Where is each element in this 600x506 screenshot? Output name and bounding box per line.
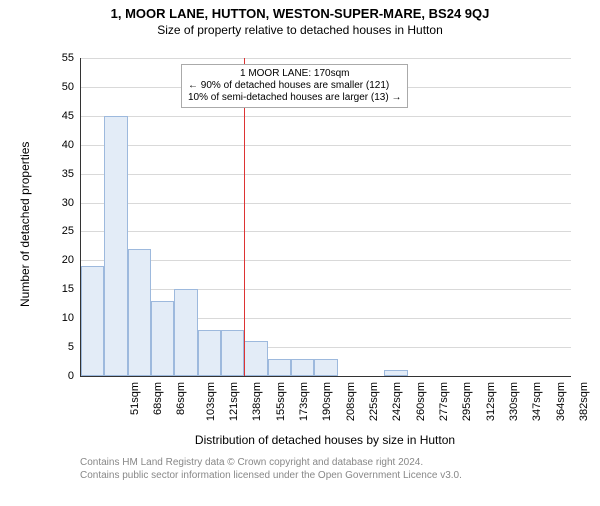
y-tick-label: 5 <box>44 341 74 353</box>
chart-title: 1, MOOR LANE, HUTTON, WESTON-SUPER-MARE,… <box>0 6 600 21</box>
x-tick-label: 364sqm <box>555 382 567 421</box>
histogram-bar <box>198 330 221 376</box>
histogram-bar <box>221 330 244 376</box>
gridline <box>81 174 571 175</box>
x-tick-label: 155sqm <box>275 382 287 421</box>
x-tick-label: 277sqm <box>438 382 450 421</box>
x-tick-label: 190sqm <box>321 382 333 421</box>
y-axis-label: Number of detached properties <box>18 142 32 307</box>
y-tick-label: 45 <box>44 110 74 122</box>
y-tick-label: 0 <box>44 370 74 382</box>
y-tick-label: 50 <box>44 81 74 93</box>
histogram-bar <box>104 116 127 376</box>
gridline <box>81 145 571 146</box>
histogram-bar <box>384 370 407 376</box>
histogram-bar <box>268 359 291 376</box>
histogram-bar <box>314 359 337 376</box>
chart-container: { "title_main": "1, MOOR LANE, HUTTON, W… <box>0 6 600 506</box>
histogram-bar <box>174 289 197 376</box>
y-tick-label: 40 <box>44 139 74 151</box>
histogram-bar <box>244 341 267 376</box>
x-tick-label: 225sqm <box>368 382 380 421</box>
y-tick-label: 10 <box>44 312 74 324</box>
x-tick-label: 68sqm <box>152 382 164 415</box>
plot-area: 1 MOOR LANE: 170sqm← 90% of detached hou… <box>80 58 571 377</box>
x-tick-label: 121sqm <box>228 382 240 421</box>
x-tick-label: 208sqm <box>345 382 357 421</box>
footer-line-2: Contains public sector information licen… <box>80 469 462 482</box>
x-tick-label: 242sqm <box>391 382 403 421</box>
x-tick-label: 51sqm <box>129 382 141 415</box>
y-tick-label: 55 <box>44 52 74 64</box>
histogram-bar <box>151 301 174 376</box>
x-tick-label: 382sqm <box>578 382 590 421</box>
x-tick-label: 347sqm <box>531 382 543 421</box>
chart-subtitle: Size of property relative to detached ho… <box>0 23 600 37</box>
x-tick-label: 103sqm <box>205 382 217 421</box>
x-tick-label: 295sqm <box>461 382 473 421</box>
gridline <box>81 116 571 117</box>
x-axis-label: Distribution of detached houses by size … <box>80 433 570 447</box>
annotation-box: 1 MOOR LANE: 170sqm← 90% of detached hou… <box>181 64 408 108</box>
y-tick-label: 30 <box>44 197 74 209</box>
histogram-bar <box>291 359 314 376</box>
footer-line-1: Contains HM Land Registry data © Crown c… <box>80 456 462 469</box>
chart-footer: Contains HM Land Registry data © Crown c… <box>80 456 462 482</box>
x-tick-label: 330sqm <box>508 382 520 421</box>
y-tick-label: 35 <box>44 168 74 180</box>
y-tick-label: 15 <box>44 283 74 295</box>
gridline <box>81 289 571 290</box>
gridline <box>81 231 571 232</box>
annotation-line-1: 1 MOOR LANE: 170sqm <box>188 68 401 80</box>
gridline <box>81 260 571 261</box>
y-tick-label: 25 <box>44 225 74 237</box>
x-tick-label: 260sqm <box>415 382 427 421</box>
gridline <box>81 58 571 59</box>
x-tick-label: 86sqm <box>175 382 187 415</box>
x-tick-label: 173sqm <box>298 382 310 421</box>
x-tick-label: 138sqm <box>251 382 263 421</box>
y-tick-label: 20 <box>44 254 74 266</box>
annotation-line-2: ← 90% of detached houses are smaller (12… <box>188 80 401 92</box>
histogram-bar <box>81 266 104 376</box>
gridline <box>81 203 571 204</box>
annotation-line-3: 10% of semi-detached houses are larger (… <box>188 92 401 104</box>
x-tick-label: 312sqm <box>485 382 497 421</box>
histogram-bar <box>128 249 151 376</box>
